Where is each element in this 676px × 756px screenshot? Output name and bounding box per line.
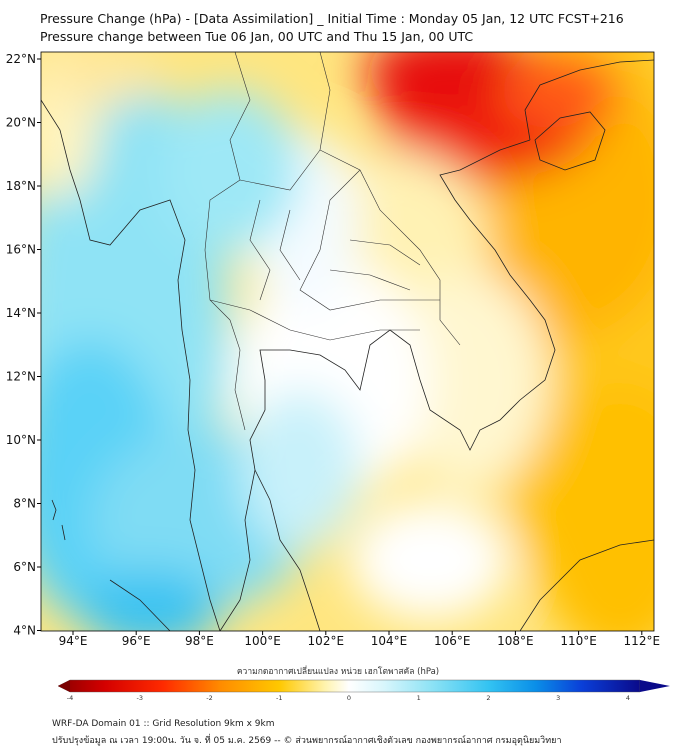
colorbar: -4 -3 -2 -1 0 1 2 3 4 bbox=[57, 679, 670, 700]
footer-update-info: ปรับปรุงข้อมูล ณ เวลา 19:00น. วัน จ. ที่… bbox=[52, 736, 562, 746]
lat-label: 22°N bbox=[6, 52, 36, 66]
lat-label: 8°N bbox=[13, 497, 36, 511]
latitude-axis: 22°N 20°N 18°N 16°N 14°N 12°N 10°N 8°N 6°N 4°N bbox=[6, 52, 41, 638]
lat-label: 6°N bbox=[13, 560, 36, 574]
colorbar-tick-label: -1 bbox=[276, 694, 282, 700]
lon-label: 110°E bbox=[560, 634, 597, 648]
colorbar-tick-label: -4 bbox=[67, 694, 73, 700]
lon-label: 100°E bbox=[244, 634, 281, 648]
lon-label: 102°E bbox=[308, 634, 345, 648]
lat-label: 20°N bbox=[6, 116, 36, 130]
colorbar-tick-label: 4 bbox=[626, 694, 630, 700]
lon-label: 104°E bbox=[371, 634, 408, 648]
lon-label: 98°E bbox=[185, 634, 214, 648]
country-borders bbox=[204, 52, 461, 431]
lat-label: 18°N bbox=[6, 179, 36, 193]
colorbar-tick-label: -2 bbox=[206, 694, 212, 700]
colorbar-tick-label: 1 bbox=[417, 694, 421, 700]
footer-model-info: WRF-DA Domain 01 :: Grid Resolution 9km … bbox=[52, 719, 275, 729]
lat-label: 4°N bbox=[13, 624, 36, 638]
lon-label: 96°E bbox=[122, 634, 151, 648]
longitude-axis: 94°E 96°E 98°E 100°E 102°E 104°E 106°E 108°E 110… bbox=[59, 631, 660, 648]
lon-label: 106°E bbox=[434, 634, 471, 648]
lon-label: 108°E bbox=[497, 634, 534, 648]
colorbar-tick-label: 0 bbox=[347, 694, 351, 700]
colorbar-tick-label: 3 bbox=[556, 694, 560, 700]
map-frame bbox=[40, 51, 655, 632]
colorbar-label: ความกดอากาศเปลี่ยนแปลง หน่วย เฮกโตพาสคัล… bbox=[236, 667, 440, 677]
colorbar-tick-label: 2 bbox=[486, 694, 490, 700]
lat-label: 10°N bbox=[6, 433, 36, 447]
lat-label: 12°N bbox=[6, 370, 36, 384]
lat-label: 16°N bbox=[6, 243, 36, 257]
lon-label: 112°E bbox=[624, 634, 661, 648]
colorbar-tick-label: -3 bbox=[137, 694, 143, 700]
map-subtitle: Pressure change between Tue 06 Jan, 00 U… bbox=[40, 29, 474, 44]
map-title: Pressure Change (hPa) - [Data Assimilati… bbox=[40, 11, 624, 26]
coastlines bbox=[41, 59, 654, 631]
pressure-field bbox=[41, 52, 654, 631]
pressure-change-map: 22°N 20°N 18°N 16°N 14°N 12°N 10°N 8°N 6°N 4°N 94… bbox=[6, 51, 670, 700]
lat-label: 14°N bbox=[6, 306, 36, 320]
lon-label: 94°E bbox=[59, 634, 88, 648]
